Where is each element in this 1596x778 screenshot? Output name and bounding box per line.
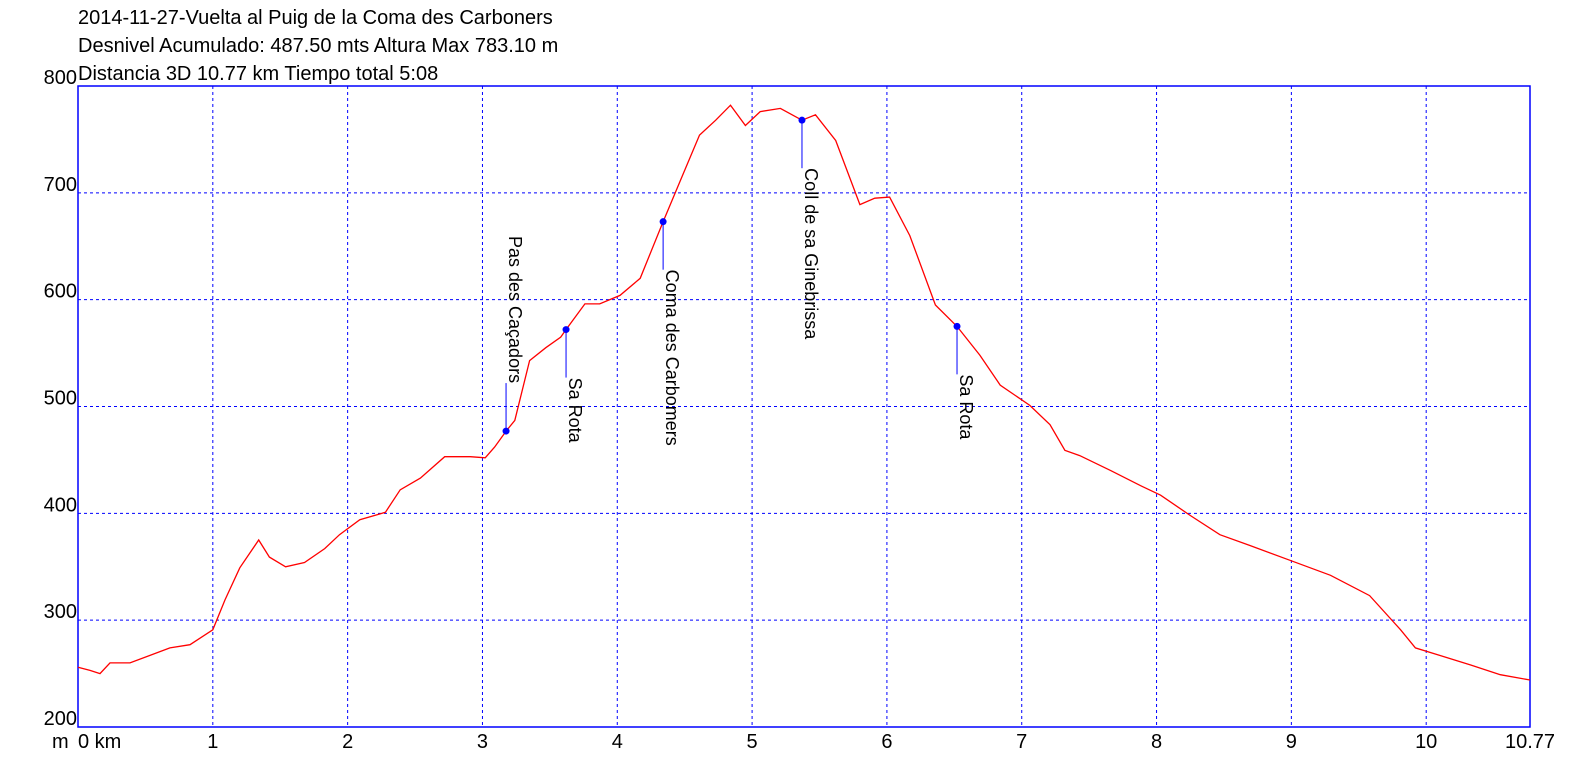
x-tick-label: 6	[881, 731, 892, 753]
y-tick-label: 700	[44, 174, 77, 196]
x-tick-label: 10.77	[1505, 731, 1555, 753]
x-tick-label: 9	[1286, 731, 1297, 753]
annotation-label: Coll de sa Ginebrissa	[801, 168, 821, 340]
y-tick-label: 200	[44, 708, 77, 730]
x-tick-label: 8	[1151, 731, 1162, 753]
y-tick-label: 800	[44, 67, 77, 89]
title-line: 2014-11-27-Vuelta al Puig de la Coma des…	[78, 7, 553, 29]
title-line: Distancia 3D 10.77 km Tiempo total 5:08	[78, 63, 438, 85]
waypoint	[798, 116, 806, 124]
x-tick-label: 0 km	[78, 731, 121, 753]
x-tick-label: 4	[612, 731, 623, 753]
y-tick-label: 300	[44, 601, 77, 623]
y-tick-label: 600	[44, 281, 77, 303]
x-tick-label: 5	[747, 731, 758, 753]
y-tick-label: 400	[44, 494, 77, 516]
annotation-label: Sa Rota	[956, 374, 976, 440]
title-line: Desnivel Acumulado: 487.50 mts Altura Ma…	[78, 35, 558, 57]
annotation-label: Sa Rota	[565, 378, 585, 444]
x-tick-label: 10	[1415, 731, 1437, 753]
waypoint	[562, 326, 570, 334]
plot-frame	[77, 85, 1531, 728]
y-axis-label: m	[52, 731, 69, 753]
x-tick-label: 3	[477, 731, 488, 753]
waypoint	[502, 427, 510, 435]
annotation-label: Coma des Carbomers	[662, 270, 682, 446]
x-tick-label: 2	[342, 731, 353, 753]
annotation-label: Pas des Caçadors	[505, 236, 525, 383]
waypoint	[659, 218, 667, 226]
waypoint	[953, 322, 961, 330]
x-tick-label: 1	[207, 731, 218, 753]
elevation-line	[77, 104, 1531, 681]
y-tick-label: 500	[44, 388, 77, 410]
x-tick-label: 7	[1016, 731, 1027, 753]
